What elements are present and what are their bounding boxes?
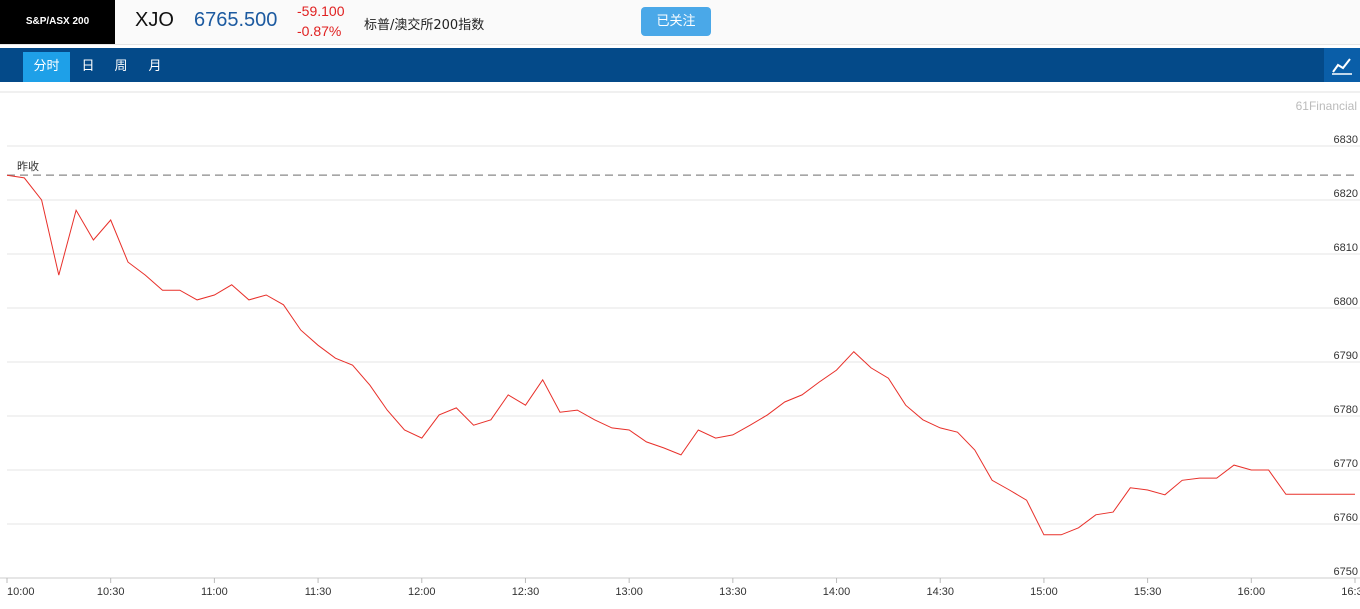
y-tick-label: 6780: [1334, 404, 1358, 416]
y-tick-label: 6800: [1334, 296, 1358, 308]
x-tick-label: 12:00: [408, 586, 436, 598]
index-code: XJO: [135, 9, 174, 31]
x-tick-label: 13:30: [719, 586, 747, 598]
prev-close-label: 昨收: [17, 159, 39, 173]
y-tick-label: 6750: [1334, 566, 1358, 578]
x-tick-label: 15:00: [1030, 586, 1058, 598]
chart-icon: [1332, 58, 1352, 75]
x-tick-label: 11:00: [201, 586, 228, 598]
y-tick-label: 6820: [1334, 188, 1358, 200]
x-tick-label: 15:30: [1134, 586, 1162, 598]
x-tick-label: 14:00: [823, 586, 851, 598]
chart-type-button[interactable]: [1324, 48, 1360, 82]
tab[interactable]: 周: [114, 59, 128, 74]
x-tick-label: 16:00: [1238, 586, 1266, 598]
tab[interactable]: 月: [148, 59, 162, 74]
y-tick-label: 6770: [1334, 458, 1358, 470]
watermark: 61Financial: [1296, 99, 1357, 113]
price-line: [6, 174, 1355, 536]
y-tick-label: 6830: [1334, 134, 1358, 146]
y-tick-label: 6790: [1334, 350, 1358, 362]
x-tick-label: 12:30: [512, 586, 540, 598]
x-tick-label: 13:00: [615, 586, 643, 598]
tab-bar: 分时 日 周 月: [0, 48, 1360, 82]
price-change-pct: -0.87%: [297, 23, 342, 39]
x-tick-label: 10:00: [7, 586, 35, 598]
index-logo: S&P/ASX 200: [0, 0, 115, 44]
y-tick-label: 6760: [1334, 512, 1358, 524]
follow-button[interactable]: 已关注: [641, 7, 711, 36]
tab[interactable]: 分时: [23, 52, 70, 82]
x-tick-label: 14:30: [926, 586, 954, 598]
y-tick-label: 6810: [1334, 242, 1358, 254]
tab[interactable]: 日: [81, 59, 95, 74]
header-bar: S&P/ASX 200 XJO 6765.500 -59.100 -0.87% …: [0, 0, 1360, 45]
x-tick-label: 11:30: [305, 586, 332, 598]
x-tick-label: 10:30: [97, 586, 125, 598]
index-price: 6765.500: [194, 9, 278, 31]
index-name: 标普/澳交所200指数: [364, 18, 485, 33]
price-change: -59.100: [297, 3, 345, 19]
x-tick-label: 16:30: [1341, 586, 1360, 598]
